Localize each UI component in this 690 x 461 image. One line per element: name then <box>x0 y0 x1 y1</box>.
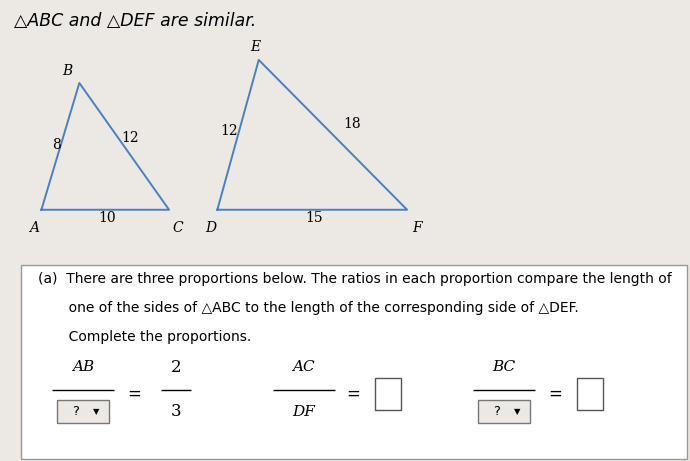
Text: 18: 18 <box>343 118 361 131</box>
Text: DF: DF <box>292 405 315 419</box>
Text: one of the sides of △ABC to the length of the corresponding side of △DEF.: one of the sides of △ABC to the length o… <box>38 301 579 315</box>
Text: =: = <box>346 385 360 403</box>
Text: B: B <box>62 65 72 78</box>
Text: D: D <box>205 221 216 235</box>
FancyBboxPatch shape <box>21 265 687 459</box>
Text: ▼: ▼ <box>93 407 100 416</box>
Text: 8: 8 <box>52 138 61 152</box>
FancyBboxPatch shape <box>577 378 603 410</box>
Text: C: C <box>172 221 183 235</box>
Text: AC: AC <box>293 361 315 374</box>
Text: ?: ? <box>493 405 500 418</box>
Text: ▼: ▼ <box>514 407 521 416</box>
Text: △ABC and △DEF are similar.: △ABC and △DEF are similar. <box>14 12 256 30</box>
Text: ?: ? <box>72 405 79 418</box>
Text: F: F <box>413 221 422 235</box>
Text: A: A <box>30 221 39 235</box>
Text: 12: 12 <box>220 124 238 138</box>
Text: AB: AB <box>72 361 94 374</box>
Text: 10: 10 <box>98 211 116 225</box>
Text: (a)  There are three proportions below. The ratios in each proportion compare th: (a) There are three proportions below. T… <box>38 272 671 286</box>
Text: 2: 2 <box>170 359 181 376</box>
Text: E: E <box>250 41 260 54</box>
FancyBboxPatch shape <box>57 400 108 423</box>
Text: 15: 15 <box>305 211 323 225</box>
Text: BC: BC <box>492 361 515 374</box>
Text: 3: 3 <box>170 403 181 420</box>
Text: =: = <box>128 385 141 403</box>
Text: Complete the proportions.: Complete the proportions. <box>38 330 251 344</box>
FancyBboxPatch shape <box>375 378 401 410</box>
Text: =: = <box>549 385 562 403</box>
Text: 12: 12 <box>121 131 139 145</box>
FancyBboxPatch shape <box>477 400 530 423</box>
